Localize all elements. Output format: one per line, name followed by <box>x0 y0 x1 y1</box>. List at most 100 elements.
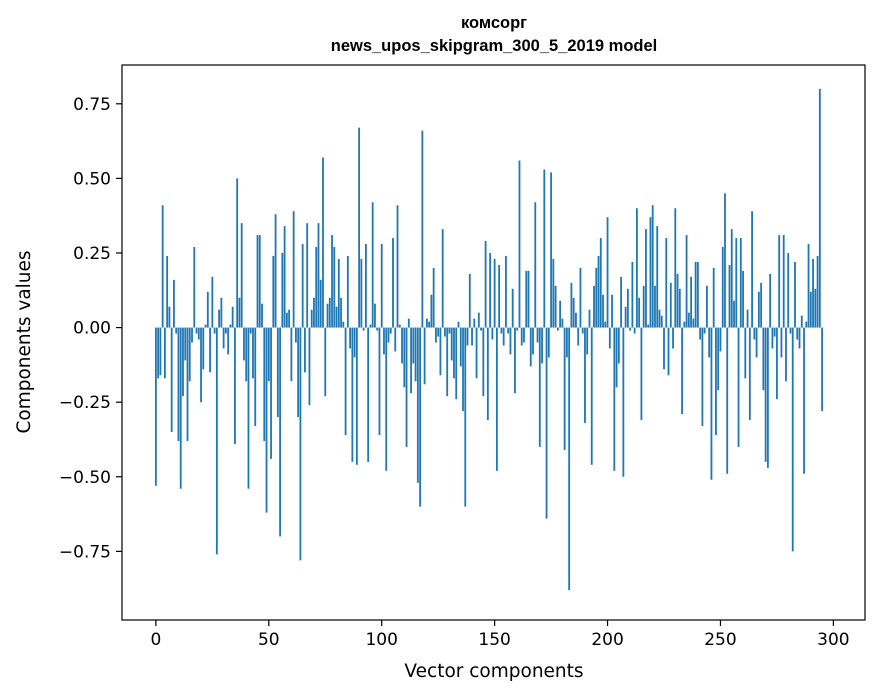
bar <box>466 327 469 346</box>
bar <box>154 327 157 486</box>
x-tick-label: 200 <box>591 630 623 650</box>
bar <box>416 327 419 483</box>
plot-area-frame <box>121 64 866 621</box>
bar <box>739 238 742 328</box>
bar <box>516 327 519 331</box>
bar <box>317 223 320 328</box>
bar <box>186 327 189 441</box>
bar <box>489 252 492 328</box>
bar <box>527 270 530 328</box>
bar <box>459 327 462 367</box>
bar <box>651 205 654 328</box>
bar <box>419 327 422 507</box>
bar <box>683 321 686 328</box>
bar <box>746 309 749 328</box>
bar <box>809 291 812 328</box>
bar <box>803 327 805 474</box>
bar <box>665 238 668 328</box>
y-axis: −0.75 −0.50 −0.25 0.00 0.25 0.50 0.75 <box>59 95 122 562</box>
bar <box>812 258 814 328</box>
bar <box>491 327 494 340</box>
bar <box>556 327 559 331</box>
bar <box>405 327 408 447</box>
bar <box>710 327 713 480</box>
bar <box>204 324 207 328</box>
bar <box>728 264 731 328</box>
bar <box>685 235 688 328</box>
bar <box>776 327 778 400</box>
bar <box>579 267 582 328</box>
bar <box>733 300 735 328</box>
chart-subtitle: news_upos_skipgram_300_5_2019 model <box>331 37 658 55</box>
bar <box>547 327 550 358</box>
bar <box>258 235 261 328</box>
bar <box>428 321 431 328</box>
bar <box>701 327 704 427</box>
bar <box>313 297 315 328</box>
bar <box>353 327 356 358</box>
bar <box>227 327 230 355</box>
bar <box>453 327 455 379</box>
bar <box>360 258 363 328</box>
bar <box>407 318 410 328</box>
bar <box>310 309 313 328</box>
bar <box>602 294 604 328</box>
bar <box>166 255 169 328</box>
bar <box>297 327 300 418</box>
bar <box>669 282 672 328</box>
bar <box>751 211 753 328</box>
bar <box>581 327 584 334</box>
bar <box>177 327 180 441</box>
bar <box>545 327 548 519</box>
bar <box>421 130 424 328</box>
bar <box>202 327 205 370</box>
bar <box>507 327 510 334</box>
bar <box>383 327 385 355</box>
bar <box>224 327 227 334</box>
bar <box>200 327 202 403</box>
bar <box>552 258 555 328</box>
bar <box>157 327 160 379</box>
bar <box>636 208 638 328</box>
bar <box>814 288 817 328</box>
bar <box>173 279 175 328</box>
bar <box>794 261 796 328</box>
bar <box>437 327 440 337</box>
bar <box>568 327 571 591</box>
bar <box>322 157 324 328</box>
bar <box>349 327 351 349</box>
bar <box>505 255 507 328</box>
bar <box>328 297 331 328</box>
bar <box>500 327 503 334</box>
bar <box>288 309 291 328</box>
bar <box>290 327 293 382</box>
bar <box>676 273 679 328</box>
bar <box>699 327 702 340</box>
bar <box>401 327 403 364</box>
bar <box>209 327 211 373</box>
bar <box>753 327 756 340</box>
bar <box>502 327 505 346</box>
bar <box>195 327 198 334</box>
bar <box>509 327 512 355</box>
bar <box>554 285 557 328</box>
bar <box>575 312 577 328</box>
bar <box>333 247 336 328</box>
bar <box>613 327 616 471</box>
bar <box>175 327 178 334</box>
bar <box>261 303 263 328</box>
bar <box>170 327 173 433</box>
bar <box>197 327 200 340</box>
bar <box>789 327 792 334</box>
bar <box>475 327 478 379</box>
bar <box>762 327 765 391</box>
bar <box>351 327 354 462</box>
bar <box>706 285 708 328</box>
bar <box>319 279 322 328</box>
bar <box>536 327 539 343</box>
bar <box>164 327 166 379</box>
x-tick-label: 250 <box>704 630 736 650</box>
bar <box>211 276 214 328</box>
bar <box>748 327 751 421</box>
